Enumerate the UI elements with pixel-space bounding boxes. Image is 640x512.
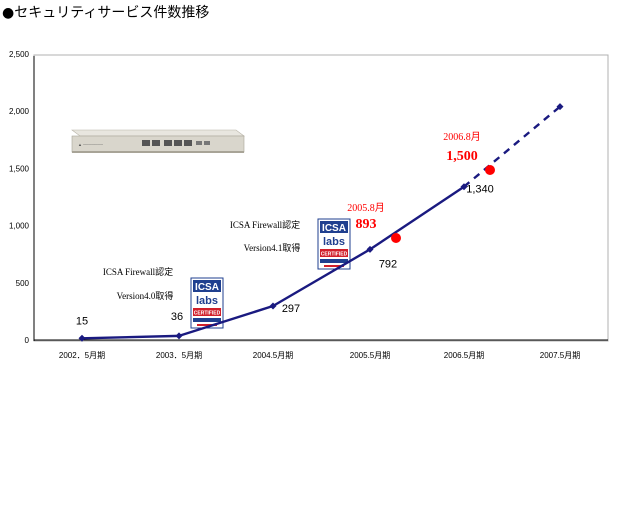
data-label: 15 [76,315,88,327]
x-tick-label: 2004.5月期 [253,351,293,360]
forecast-point [556,103,564,111]
annotation-line1: ICSA Firewall認定 [103,266,173,277]
highlights: 2005.8月 893 2006.8月 1,500 [347,131,495,243]
y-tick-labels: 0 500 1,000 1,500 2,000 2,500 [9,50,30,345]
x-tick-label: 2006.5月期 [444,351,484,360]
plot-area [33,54,609,342]
badge-middle-text: labs [323,236,345,248]
y-tick-label: 1,000 [9,222,30,231]
badge-bottom-text: CERTIFIED [321,252,348,258]
data-label: 1,340 [466,184,494,196]
highlight-value: 1,500 [446,149,478,164]
data-point [366,245,374,253]
forecast-line [463,105,561,188]
y-tick-label: 0 [25,336,30,345]
data-point [78,334,86,342]
x-tick-label: 2007.5月期 [540,351,580,360]
badge-bottom-text: CERTIFIED [194,311,221,317]
highlight-point [485,165,495,175]
y-tick-label: 500 [16,279,30,288]
data-point [460,183,468,191]
data-point [175,332,183,340]
y-tick-label: 1,500 [9,164,30,173]
firewall-device-image: ▲ ─────── [71,129,245,153]
x-tick-label: 2002．5月期 [59,351,105,360]
y-tick-label: 2,500 [9,50,30,59]
badge-middle-text: labs [196,295,218,307]
highlight-date: 2006.8月 [443,131,481,143]
data-label: 36 [171,311,183,323]
highlight-value: 893 [356,217,377,232]
highlight-date: 2005.8月 [347,202,385,214]
icsa-badge-icon: ICSA labs CERTIFIED [317,218,351,270]
icsa-badge-icon: ICSA labs CERTIFIED [190,277,224,329]
data-label: 792 [379,258,397,270]
x-tick-labels: 2002．5月期 2003．5月期 2004.5月期 2005.5月期 2006.5月期… [59,351,580,360]
annotation-line2: Version4.0取得 [117,290,174,301]
badge-top-text: ICSA [195,282,219,293]
x-tick-label: 2003．5月期 [156,351,202,360]
svg-text:▲ ───────: ▲ ─────── [78,142,103,147]
y-tick-label: 2,000 [9,107,30,116]
data-point [269,302,277,310]
badge-top-text: ICSA [322,223,346,234]
series-group: 15 36 297 792 1,340 [76,103,564,342]
badges: ICSA labs CERTIFIED ICSA labs CERTIFIED [190,218,351,329]
data-label: 297 [282,303,300,315]
annotation-line1: ICSA Firewall認定 [230,219,300,230]
x-tick-label: 2005.5月期 [350,351,390,360]
annotations: ICSA Firewall認定 Version4.0取得 ICSA Firewall… [103,219,301,301]
highlight-point [391,233,401,243]
annotation-line2: Version4.1取得 [244,242,301,253]
page-title: ●セキュリティサービス件数推移 [2,5,210,21]
